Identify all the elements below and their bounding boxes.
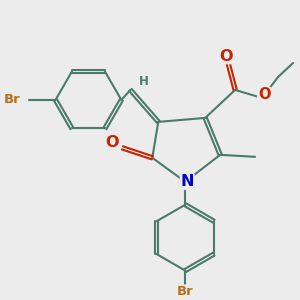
Text: O: O bbox=[258, 87, 270, 102]
Text: Br: Br bbox=[4, 93, 21, 106]
Text: O: O bbox=[219, 49, 233, 64]
Text: Br: Br bbox=[177, 285, 194, 298]
Text: O: O bbox=[106, 135, 119, 150]
Text: H: H bbox=[140, 76, 149, 88]
Text: N: N bbox=[181, 174, 194, 189]
